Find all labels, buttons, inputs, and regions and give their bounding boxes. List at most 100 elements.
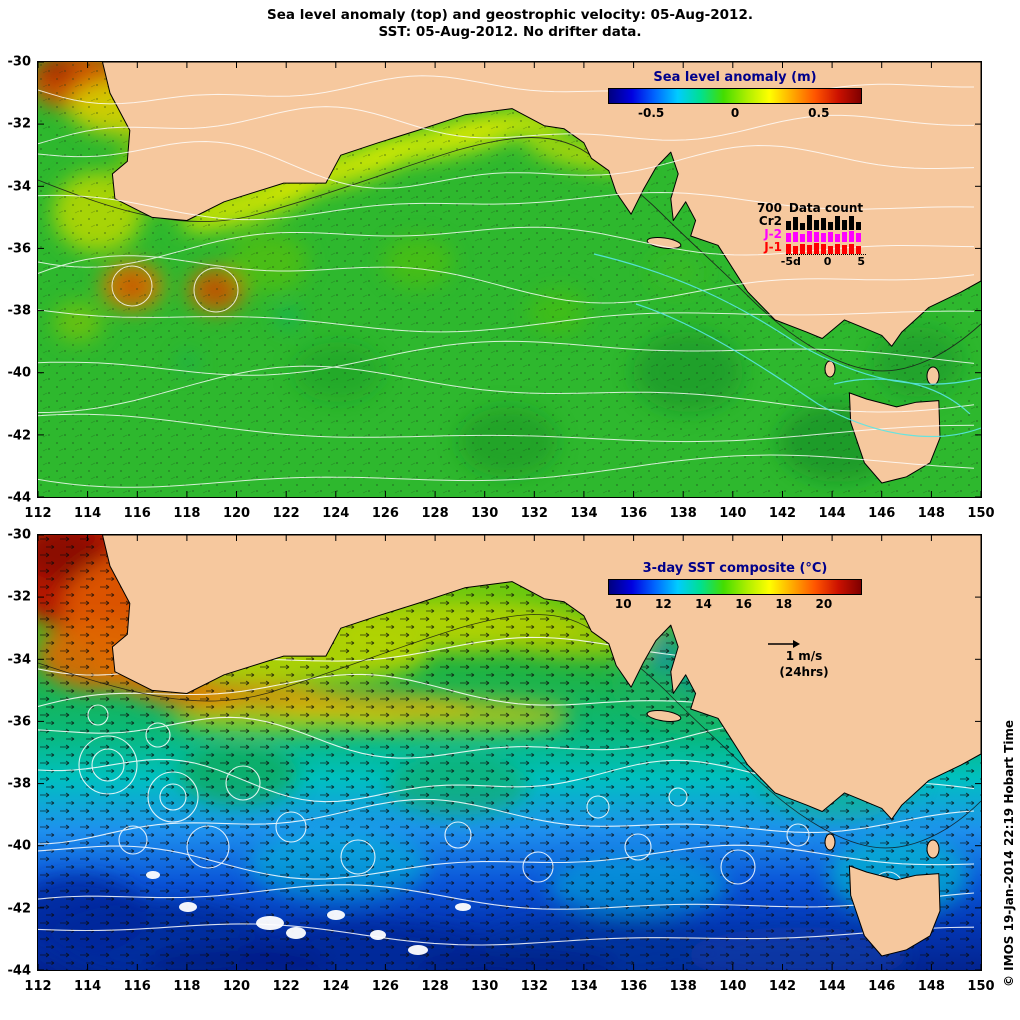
x-tick-label: 128: [421, 506, 449, 521]
y-tick-label: -42: [7, 428, 32, 444]
title-line-2: SST: 05-Aug-2012. No drifter data.: [378, 23, 642, 40]
velocity-scale-key: 1 m/s (24hrs): [766, 639, 842, 680]
x-tick-label: 148: [917, 979, 945, 994]
data-count-bar: [786, 233, 791, 242]
colorbar-tick-label: 0: [730, 106, 740, 120]
data-count-bars-row: [786, 242, 866, 254]
data-count-bar: [793, 232, 798, 242]
credit-text: © IMOS 19-Jan-2014 22:19 Hobart Time: [1002, 719, 1016, 987]
data-count-label: J-1: [764, 240, 782, 254]
data-count-bar: [821, 244, 826, 254]
x-tick-label: 142: [768, 506, 797, 521]
y-tick-label: -38: [7, 303, 32, 319]
data-count-bar: [793, 217, 798, 230]
y-tick-label: -42: [7, 901, 32, 917]
velocity-scale-value: 1 m/s: [785, 649, 823, 663]
sla-x-axis-labels: 112 114 116 118 120 122 124 126 128 130 132 134 136 1…: [24, 506, 994, 522]
data-count-bar: [814, 232, 819, 242]
sst-colorbar-title: 3-day SST composite (°C): [642, 561, 828, 576]
data-count-bar: [821, 218, 826, 230]
data-count-bar: [786, 221, 791, 230]
x-tick-label: 130: [471, 506, 499, 521]
data-count-xtick-label: 5: [857, 255, 866, 268]
y-tick-label: -30: [7, 54, 32, 70]
x-tick-label: 116: [123, 979, 151, 994]
x-tick-label: 138: [669, 979, 697, 994]
sst-map: [38, 535, 981, 970]
data-count-inset: 700 Cr2 J-2 J-1 Data count -5d 0 5: [748, 201, 866, 268]
x-tick-label: 120: [222, 979, 251, 994]
data-count-bar: [842, 232, 847, 242]
sla-colorbar: Sea level anomaly (m) -0.5 0 0.5: [608, 70, 862, 122]
data-count-bar: [793, 246, 798, 254]
x-tick-label: 126: [371, 979, 399, 994]
colorbar-tick-label: 16: [735, 597, 752, 611]
sst-colorbar: 3-day SST composite (°C) 10 12 14 16 18 20: [608, 561, 862, 613]
x-tick-label: 150: [967, 506, 995, 521]
y-tick-label: -44: [7, 963, 32, 979]
x-tick-label: 146: [868, 979, 896, 994]
data-count-bar: [828, 232, 833, 242]
title-line-1: Sea level anomaly (top) and geostrophic …: [267, 7, 753, 23]
sst-plot: 3-day SST composite (°C) 10 12 14 16 18 20 1 …: [37, 534, 982, 971]
y-tick-label: -40: [7, 365, 32, 381]
data-count-x-axis: -5d 0 5: [781, 254, 866, 268]
y-tick-label: -36: [7, 714, 32, 730]
x-tick-label: 144: [818, 979, 846, 994]
data-count-label: J-2: [764, 227, 782, 241]
data-count-bar: [800, 244, 805, 254]
y-tick-label: -44: [7, 490, 32, 506]
data-count-xtick-label: 0: [823, 255, 832, 268]
data-count-bar: [842, 220, 847, 230]
data-count-bar: [835, 234, 840, 242]
data-count-chart: Data count -5d 0 5: [781, 201, 866, 268]
data-count-bar: [800, 223, 805, 230]
data-count-bar: [856, 246, 861, 254]
data-count-bar: [828, 222, 833, 230]
figure-title: Sea level anomaly (top) and geostrophic …: [0, 7, 1020, 41]
velocity-scale-arrow-icon: [768, 640, 800, 648]
x-tick-label: 140: [719, 506, 747, 521]
sla-colorbar-gradient: [608, 88, 862, 104]
colorbar-tick-label: -0.5: [638, 106, 665, 120]
x-tick-label: 144: [818, 506, 846, 521]
data-count-bar: [807, 245, 812, 254]
x-tick-label: 136: [620, 979, 648, 994]
y-tick-label: -30: [7, 527, 32, 543]
data-count-bar: [849, 244, 854, 254]
data-count-row-labels: 700 Cr2 J-2 J-1: [748, 202, 786, 267]
data-count-bar: [856, 222, 861, 230]
sla-colorbar-title: Sea level anomaly (m): [653, 70, 817, 85]
x-tick-label: 148: [917, 506, 945, 521]
x-tick-label: 146: [868, 506, 896, 521]
data-count-title: Data count: [788, 201, 864, 215]
x-tick-label: 132: [520, 979, 548, 994]
x-tick-label: 142: [768, 979, 797, 994]
x-tick-label: 136: [620, 506, 648, 521]
y-tick-label: -32: [7, 589, 32, 605]
colorbar-tick-label: 12: [655, 597, 672, 611]
x-tick-label: 124: [322, 979, 350, 994]
data-count-bar: [849, 216, 854, 230]
x-tick-label: 138: [669, 506, 697, 521]
x-tick-label: 118: [173, 979, 201, 994]
data-count-xtick-label: -5d: [780, 255, 801, 268]
x-tick-label: 124: [322, 506, 350, 521]
data-count-bar: [800, 234, 805, 242]
x-tick-label: 114: [74, 979, 102, 994]
y-tick-label: -32: [7, 116, 32, 132]
x-tick-label: 122: [272, 506, 300, 521]
data-count-bars-row: [786, 230, 866, 242]
x-tick-label: 116: [123, 506, 151, 521]
data-count-bar: [821, 233, 826, 242]
colorbar-tick-label: 10: [614, 597, 632, 611]
data-count-label: Cr2: [758, 214, 782, 228]
x-tick-label: 132: [520, 506, 548, 521]
data-count-bar: [786, 244, 791, 254]
data-count-bar: [828, 246, 833, 254]
data-count-bar: [849, 231, 854, 242]
sst-colorbar-ticks: 10 12 14 16 18 20: [608, 597, 862, 613]
y-tick-label: -40: [7, 838, 32, 854]
sst-y-axis-labels: -30 -32 -34 -36 -38 -40 -42 -44: [0, 528, 34, 979]
colorbar-tick-label: 14: [695, 597, 712, 611]
